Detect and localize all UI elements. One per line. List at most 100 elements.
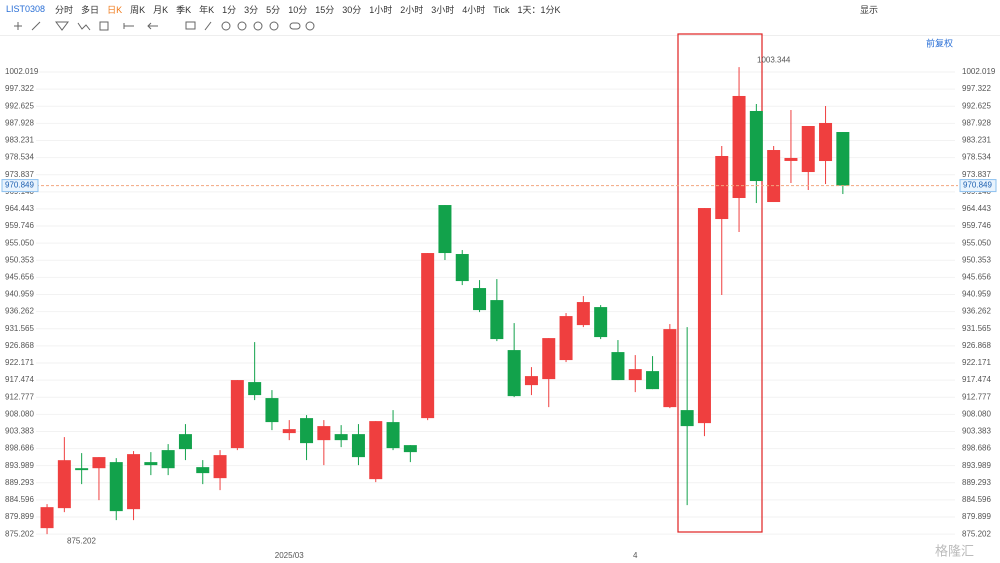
candle-body xyxy=(75,468,89,471)
period-button[interactable]: 3小时 xyxy=(431,4,455,15)
y-tick-label-right: 964.443 xyxy=(962,204,991,213)
high-label: 1003.344 xyxy=(757,55,791,64)
candle-body xyxy=(127,454,141,510)
period-button[interactable]: 1小时 xyxy=(369,4,393,15)
period-button[interactable]: 2小时 xyxy=(400,4,424,15)
candle-body xyxy=(819,122,833,162)
tool-icon[interactable] xyxy=(55,21,69,31)
period-list: 分时 多日 日K 周K 月K 季K 年K 1分 3分 5分 10分 15分 30分 1小时 2小时 3小时 4小… xyxy=(55,3,568,16)
candle-body xyxy=(351,434,365,458)
symbol[interactable]: LIST0308 xyxy=(6,4,46,14)
y-tick-label-right: 917.474 xyxy=(962,375,991,384)
candle-body xyxy=(784,157,798,161)
y-tick-label-left: 893.989 xyxy=(5,461,34,470)
tool-icon[interactable] xyxy=(147,22,158,30)
candle-body xyxy=(161,450,175,469)
tool-icon[interactable] xyxy=(289,22,301,30)
y-tick-label-left: 1002.019 xyxy=(5,67,39,76)
y-tick-label-right: 955.050 xyxy=(962,238,991,247)
y-tick-label-left: 983.231 xyxy=(5,136,34,145)
candle-body xyxy=(178,434,192,450)
candle-body xyxy=(213,455,227,479)
y-tick-label-left: 917.474 xyxy=(5,375,34,384)
y-tick-label-left: 978.534 xyxy=(5,153,34,162)
y-tick-label-left: 997.322 xyxy=(5,84,34,93)
adjust-button[interactable]: 前复权 xyxy=(926,37,953,48)
candle-body xyxy=(767,150,781,203)
period-button[interactable]: 分时 xyxy=(55,4,74,15)
y-tick-label-right: 959.746 xyxy=(962,221,991,230)
candle-body xyxy=(369,421,383,480)
period-button[interactable]: 日K xyxy=(107,4,123,15)
period-button[interactable]: 10分 xyxy=(288,4,308,15)
y-tick-label-left: 955.050 xyxy=(5,238,34,247)
candle-body xyxy=(663,329,677,408)
low-label: 875.202 xyxy=(67,536,96,545)
candle-body xyxy=(646,371,660,390)
candle-body xyxy=(403,445,417,453)
candle-body xyxy=(715,155,729,220)
y-tick-label-right: 987.928 xyxy=(962,118,991,127)
period-button[interactable]: 3分 xyxy=(244,4,259,15)
tool-icon[interactable] xyxy=(123,23,134,29)
y-tick-label-right: 898.686 xyxy=(962,444,991,453)
y-tick-label-right: 922.171 xyxy=(962,358,991,367)
period-button[interactable]: 年K xyxy=(199,4,215,15)
tool-icon[interactable] xyxy=(77,22,91,31)
candle-body xyxy=(40,507,54,529)
period-button[interactable]: Tick xyxy=(493,4,510,15)
y-tick-label-right: 936.262 xyxy=(962,307,991,316)
y-tick-label-left: 889.293 xyxy=(5,478,34,487)
candle-body xyxy=(697,208,711,424)
y-tick-label-right: 973.837 xyxy=(962,170,991,179)
y-tick-label-right: 893.989 xyxy=(962,461,991,470)
period-button[interactable]: 季K xyxy=(176,4,192,15)
y-tick-label-left: 903.383 xyxy=(5,427,34,436)
y-tick-label-left: 959.746 xyxy=(5,221,34,230)
tool-icon[interactable] xyxy=(221,21,231,31)
candle-body xyxy=(576,302,590,326)
period-button[interactable]: 1分 xyxy=(222,4,237,15)
tool-icon[interactable] xyxy=(237,21,247,31)
candle-body xyxy=(507,350,521,397)
period-button[interactable]: 4小时 xyxy=(462,4,486,15)
drawing-toolbar xyxy=(0,18,1000,36)
y-tick-label-left: 940.959 xyxy=(5,290,34,299)
tool-icon[interactable] xyxy=(253,21,263,31)
candle-body xyxy=(109,462,123,512)
y-tick-label-left: 992.625 xyxy=(5,101,34,110)
y-tick-label-right: 945.656 xyxy=(962,273,991,282)
y-tick-label-right: 875.202 xyxy=(962,529,991,538)
display-menu[interactable]: 显示 xyxy=(860,4,879,15)
y-tick-label-left: 926.868 xyxy=(5,341,34,350)
period-button[interactable]: 30分 xyxy=(342,4,362,15)
tool-icon[interactable] xyxy=(99,21,109,31)
candle-body xyxy=(196,467,210,474)
period-button[interactable]: 15分 xyxy=(315,4,335,15)
tool-icon[interactable] xyxy=(269,21,279,31)
candle-body xyxy=(542,338,556,380)
y-tick-label-right: 997.322 xyxy=(962,84,991,93)
candle-body xyxy=(317,426,331,441)
y-tick-label-right: 908.080 xyxy=(962,409,991,418)
period-button[interactable]: 1天：1分K xyxy=(517,4,561,15)
tool-icon[interactable] xyxy=(185,21,196,30)
candle-body xyxy=(836,132,850,186)
period-button[interactable]: 周K xyxy=(130,4,146,15)
period-toolbar: LIST0308 分时 多日 日K 周K 月K 季K 年K 1分 3分 5分 10分 15分 30分 1小… xyxy=(0,0,1000,18)
y-tick-label-left: 945.656 xyxy=(5,273,34,282)
last-price-box xyxy=(1,179,39,193)
period-button[interactable]: 5分 xyxy=(266,4,281,15)
tool-icon[interactable] xyxy=(31,21,41,31)
period-button[interactable]: 多日 xyxy=(81,4,100,15)
candle-body xyxy=(611,352,625,381)
y-tick-label-right: 950.353 xyxy=(962,255,991,264)
candle-body xyxy=(300,418,314,444)
tool-icons xyxy=(14,21,315,31)
tool-icon[interactable] xyxy=(14,22,22,30)
y-tick-label-right: 889.293 xyxy=(962,478,991,487)
tool-icon[interactable] xyxy=(305,21,315,31)
tool-icon[interactable] xyxy=(204,21,212,31)
period-button[interactable]: 月K xyxy=(153,4,169,15)
highlight-box xyxy=(677,33,763,533)
